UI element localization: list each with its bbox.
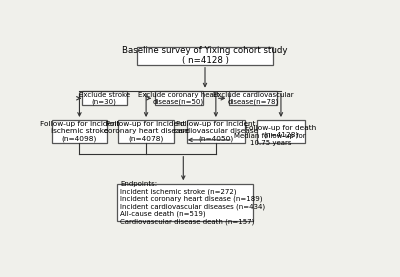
FancyBboxPatch shape — [257, 120, 305, 143]
Text: Follow-up for incident
cardiovascular disease
(n=4050): Follow-up for incident cardiovascular di… — [174, 121, 258, 142]
FancyBboxPatch shape — [52, 120, 106, 143]
FancyBboxPatch shape — [187, 120, 244, 143]
FancyBboxPatch shape — [229, 91, 277, 105]
FancyBboxPatch shape — [82, 91, 127, 105]
Text: Exclude cardiovascular
disease(n=78): Exclude cardiovascular disease(n=78) — [213, 91, 293, 105]
Text: Exclude stroke
(n=30): Exclude stroke (n=30) — [79, 91, 130, 105]
Text: Endpoints:
Incident ischemic stroke (n=272)
Incident coronary heart disease (n=1: Endpoints: Incident ischemic stroke (n=2… — [120, 181, 266, 225]
Text: Follow-up for incident
coronary heart disease
(n=4078): Follow-up for incident coronary heart di… — [104, 121, 188, 142]
FancyBboxPatch shape — [155, 91, 203, 105]
Text: Median follow-up for
10.75 years: Median follow-up for 10.75 years — [234, 134, 306, 146]
Text: Follow-up for incident
ischemic stroke
(n=4098): Follow-up for incident ischemic stroke (… — [40, 121, 119, 142]
FancyBboxPatch shape — [118, 120, 174, 143]
FancyBboxPatch shape — [117, 184, 253, 222]
Text: Exclude coronary heart
disease(n=50): Exclude coronary heart disease(n=50) — [138, 91, 219, 105]
FancyBboxPatch shape — [137, 47, 273, 65]
Text: Follow-up for death
(n=4128): Follow-up for death (n=4128) — [245, 125, 316, 138]
Text: Baseline survey of Yixing cohort study
( n=4128 ): Baseline survey of Yixing cohort study (… — [122, 46, 288, 65]
